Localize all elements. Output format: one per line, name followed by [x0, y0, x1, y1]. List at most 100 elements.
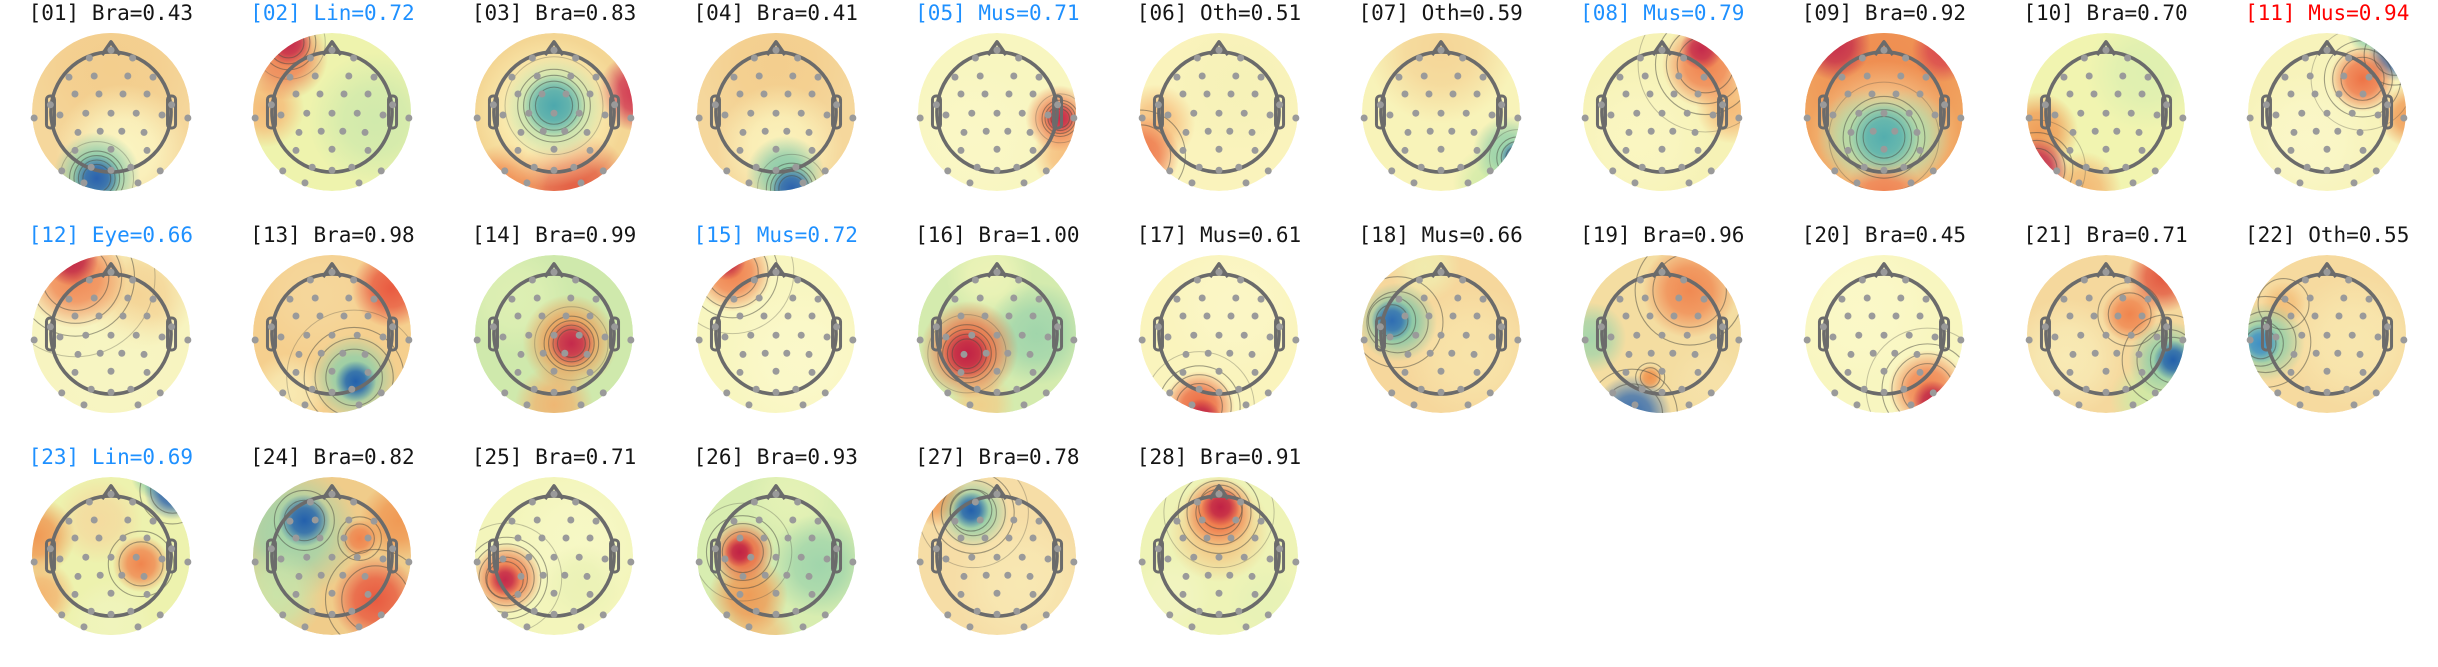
- component-title: [03] Bra=0.83: [471, 1, 637, 25]
- topomap-svg: [695, 33, 857, 191]
- topomap: [468, 248, 640, 420]
- topomap: [690, 470, 862, 642]
- component-title: [06] Oth=0.51: [1136, 1, 1302, 25]
- topomap: [1798, 248, 1970, 420]
- component-cell-12: [12] Eye=0.66: [0, 222, 222, 444]
- topomap: [1576, 248, 1748, 420]
- topomap: [25, 470, 197, 642]
- component-title: [14] Bra=0.99: [471, 223, 637, 247]
- topomap-svg: [1581, 255, 1743, 413]
- component-cell-24: [24] Bra=0.82: [222, 444, 444, 666]
- component-title: [01] Bra=0.43: [28, 1, 193, 25]
- component-cell-04: [04] Bra=0.41: [665, 0, 887, 222]
- topomap-svg: [2246, 255, 2408, 413]
- topomap: [911, 26, 1083, 198]
- topomap: [690, 26, 862, 198]
- topomap: [911, 248, 1083, 420]
- topomap: [2241, 26, 2413, 198]
- component-title: [16] Bra=1.00: [915, 223, 1080, 247]
- topomap-svg: [916, 33, 1078, 191]
- component-title: [17] Mus=0.61: [1136, 223, 1302, 247]
- component-cell-27: [27] Bra=0.78: [887, 444, 1109, 666]
- component-title: [10] Bra=0.70: [2023, 1, 2188, 25]
- component-title: [04] Bra=0.41: [693, 1, 858, 25]
- component-title: [20] Bra=0.45: [1801, 223, 1967, 247]
- topomap-svg: [916, 477, 1078, 635]
- topomap: [1576, 26, 1748, 198]
- component-title: [09] Bra=0.92: [1801, 1, 1967, 25]
- component-title: [05] Mus=0.71: [915, 1, 1080, 25]
- component-cell-15: [15] Mus=0.72: [665, 222, 887, 444]
- component-cell-06: [06] Oth=0.51: [1108, 0, 1330, 222]
- topomap: [911, 470, 1083, 642]
- topomap: [1133, 248, 1305, 420]
- component-title: [26] Bra=0.93: [693, 445, 858, 469]
- component-cell-16: [16] Bra=1.00: [887, 222, 1109, 444]
- topomap: [246, 470, 418, 642]
- component-cell-02: [02] Lin=0.72: [222, 0, 444, 222]
- topomap-svg: [252, 255, 413, 413]
- component-title: [22] Oth=0.55: [2244, 223, 2410, 247]
- component-cell-14: [14] Bra=0.99: [443, 222, 665, 444]
- topomap: [25, 248, 197, 420]
- component-title: [08] Mus=0.79: [1580, 1, 1745, 25]
- topomap-svg: [2025, 255, 2186, 413]
- component-title: [23] Lin=0.69: [28, 445, 193, 469]
- topomap-svg: [695, 477, 857, 635]
- topomap: [246, 26, 418, 198]
- component-cell-18: [18] Mus=0.66: [1330, 222, 1552, 444]
- topomap: [690, 248, 862, 420]
- component-cell-22: [22] Oth=0.55: [2216, 222, 2438, 444]
- component-cell-01: [01] Bra=0.43: [0, 0, 222, 222]
- component-title: [12] Eye=0.66: [28, 223, 193, 247]
- topomap: [2020, 248, 2192, 420]
- component-cell-17: [17] Mus=0.61: [1108, 222, 1330, 444]
- component-cell-13: [13] Bra=0.98: [222, 222, 444, 444]
- topomap-svg: [252, 477, 413, 635]
- topomap: [1798, 26, 1970, 198]
- component-title: [15] Mus=0.72: [693, 223, 858, 247]
- component-cell-19: [19] Bra=0.96: [1551, 222, 1773, 444]
- topomap: [468, 470, 640, 642]
- topomap-svg: [1138, 477, 1300, 635]
- component-title: [25] Bra=0.71: [471, 445, 637, 469]
- component-cell-07: [07] Oth=0.59: [1330, 0, 1552, 222]
- component-title: [02] Lin=0.72: [250, 1, 415, 25]
- component-cell-28: [28] Bra=0.91: [1108, 444, 1330, 666]
- topomap-svg: [1138, 255, 1300, 413]
- topomap-svg: [473, 477, 635, 635]
- topomap-svg: [252, 33, 413, 191]
- topomap: [25, 26, 197, 198]
- component-cell-23: [23] Lin=0.69: [0, 444, 222, 666]
- topomap-svg: [30, 255, 192, 413]
- component-title: [11] Mus=0.94: [2244, 1, 2410, 25]
- component-title: [28] Bra=0.91: [1136, 445, 1302, 469]
- topomap-svg: [2246, 33, 2408, 191]
- topomap-svg: [1138, 33, 1300, 191]
- topomap: [246, 248, 418, 420]
- component-cell-10: [10] Bra=0.70: [1995, 0, 2217, 222]
- topomap-svg: [2025, 33, 2186, 191]
- topomap: [468, 26, 640, 198]
- topomap-svg: [916, 255, 1078, 413]
- topomap: [1355, 248, 1527, 420]
- topomap-svg: [473, 255, 635, 413]
- topomap-svg: [30, 477, 192, 635]
- topomap-svg: [1360, 33, 1521, 191]
- topomap-svg: [473, 33, 635, 191]
- topomap: [2020, 26, 2192, 198]
- topomap: [1133, 26, 1305, 198]
- component-cell-03: [03] Bra=0.83: [443, 0, 665, 222]
- component-cell-26: [26] Bra=0.93: [665, 444, 887, 666]
- component-cell-08: [08] Mus=0.79: [1551, 0, 1773, 222]
- component-cell-05: [05] Mus=0.71: [887, 0, 1109, 222]
- component-title: [24] Bra=0.82: [250, 445, 415, 469]
- component-title: [27] Bra=0.78: [915, 445, 1080, 469]
- component-cell-11: [11] Mus=0.94: [2216, 0, 2438, 222]
- component-cell-21: [21] Bra=0.71: [1995, 222, 2217, 444]
- topomap-svg: [695, 255, 857, 413]
- component-cell-09: [09] Bra=0.92: [1773, 0, 1995, 222]
- topomap-svg: [1803, 255, 1965, 413]
- topomap: [2241, 248, 2413, 420]
